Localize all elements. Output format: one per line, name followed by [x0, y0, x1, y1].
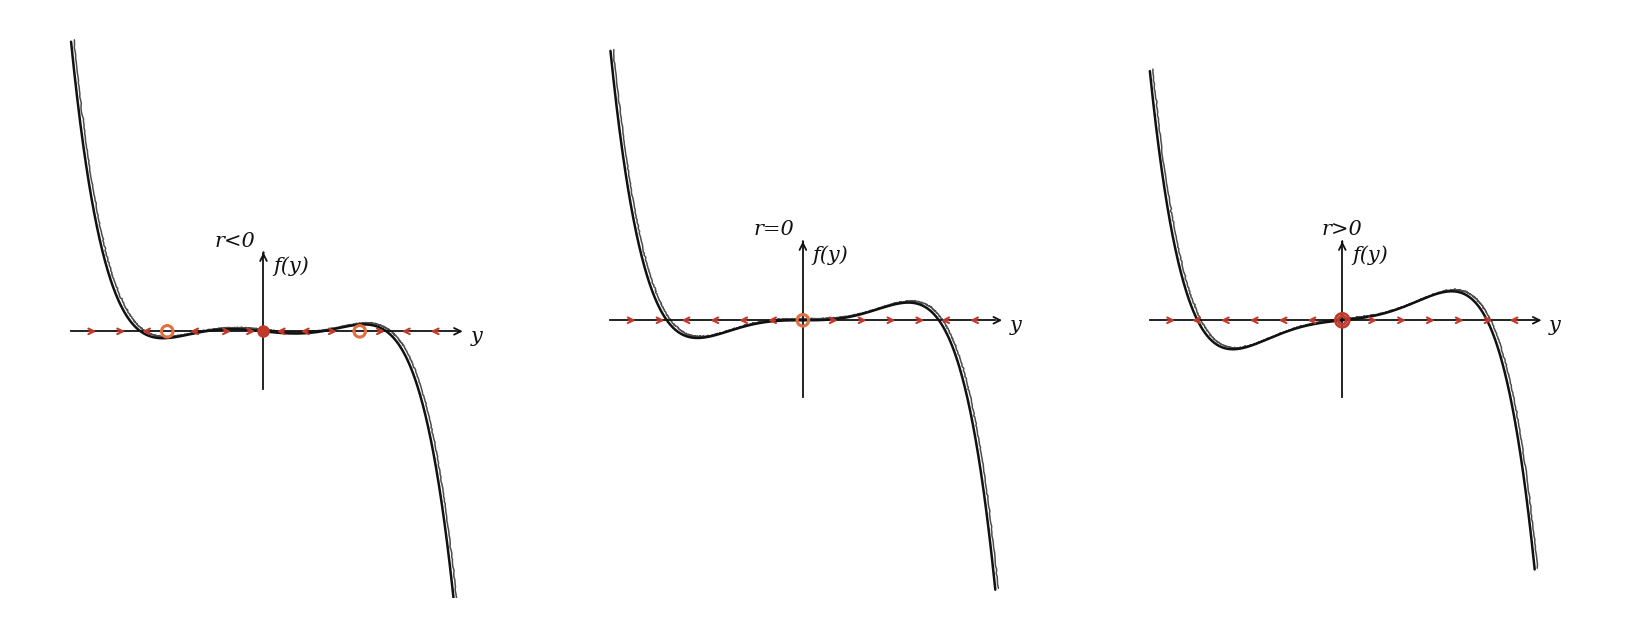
Text: f(y): f(y) — [1352, 245, 1388, 265]
Text: r>0: r>0 — [1321, 220, 1363, 240]
Text: r<0: r<0 — [214, 231, 255, 250]
Text: f(y): f(y) — [273, 256, 309, 276]
Text: f(y): f(y) — [812, 245, 848, 265]
Text: r=0: r=0 — [754, 220, 795, 240]
Text: y: y — [470, 327, 483, 346]
Text: y: y — [1549, 316, 1562, 335]
Text: y: y — [1009, 316, 1022, 335]
